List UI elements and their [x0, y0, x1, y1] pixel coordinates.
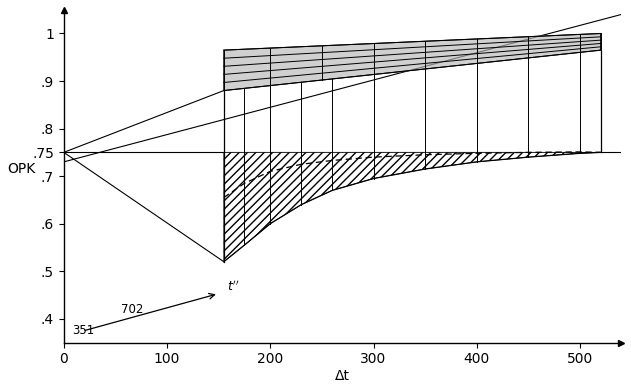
Polygon shape: [224, 34, 601, 90]
Text: $t^{\prime\prime}$: $t^{\prime\prime}$: [227, 280, 239, 294]
X-axis label: Δt: Δt: [335, 369, 350, 383]
Text: 702: 702: [121, 303, 143, 316]
Y-axis label: OPK: OPK: [7, 162, 35, 176]
Polygon shape: [224, 152, 601, 262]
Text: 351: 351: [72, 324, 94, 337]
